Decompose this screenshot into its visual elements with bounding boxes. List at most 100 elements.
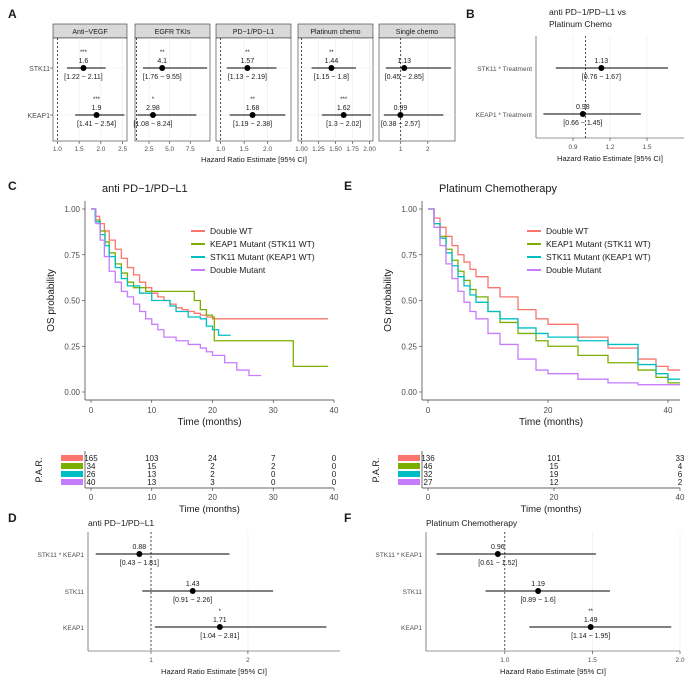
forest-a-4-keap1-ci-label: [0.38 − 2.57] (381, 121, 420, 128)
forest-a-1-stk11-hr-label: 4.1 (157, 58, 167, 65)
km-c-xtick-label: 10 (147, 406, 156, 415)
risk-e-title: P.A.R. (371, 458, 381, 483)
km-e-xlabel: Time (months) (519, 417, 583, 428)
km-e-xtick-label: 20 (544, 406, 553, 415)
forest-d-row-2-hr-point (216, 624, 223, 630)
risk-c-cell: 103 (145, 454, 159, 463)
risk-c-cell: 0 (332, 462, 337, 471)
risk-e-row-key-0 (398, 455, 420, 461)
forest-f-row-1-ci-label: [0.89 − 1.6] (520, 597, 555, 604)
risk-c-cell: 0 (271, 478, 276, 487)
forest-a-2-stk11-hr-label: 1.57 (241, 58, 255, 65)
forest-b-row-1-hr-label: 0.98 (576, 104, 590, 111)
forest-f-row-label: STK11 (403, 589, 423, 596)
forest-f-row-2-hr-label: 1.49 (584, 617, 598, 624)
km-c-legend-label-0: Double WT (210, 226, 253, 236)
forest-b-row-0-hr-label: 1.13 (595, 58, 609, 65)
risk-e-xlabel: Time (months) (521, 504, 582, 515)
forest-f-row-1-hr-label: 1.19 (531, 581, 545, 588)
risk-c-cell: 15 (147, 462, 156, 471)
forest-b-xlabel: Hazard Ratio Estimate [95% CI] (557, 154, 663, 163)
forest-a-2-keap1-ci-label: [1.19 − 2.38] (233, 121, 272, 128)
forest-f-row-label: KEAP1 (401, 625, 422, 632)
km-c-legend-label-3: Double Mutant (210, 265, 266, 275)
km-c-ytick-label: 0.75 (64, 251, 80, 260)
forest-a-xtick-label: 2.0 (263, 146, 272, 153)
panel-label-c: C (8, 179, 17, 193)
risk-c-cell: 2 (210, 462, 215, 471)
forest-a-xtick-label: 7.5 (186, 146, 195, 153)
forest-b-title-1: anti PD−1/PD−L1 vs (549, 7, 626, 17)
forest-a-1-keap1-hr-label: 2.98 (146, 105, 160, 112)
km-e-ytick-label: 0.50 (401, 297, 417, 306)
forest-a-xtick-label: 5.0 (165, 146, 174, 153)
forest-a-xtick-label: 2.00 (363, 146, 376, 153)
risk-c-xlabel: Time (months) (179, 504, 240, 515)
risk-c-cell: 0 (332, 454, 337, 463)
risk-c-row-key-0 (61, 455, 83, 461)
risk-c-cell: 0 (271, 470, 276, 479)
risk-c-cell: 26 (87, 470, 96, 479)
forest-a-3-keap1-ci-label: [1.3 − 2.02] (326, 121, 361, 128)
risk-c-cell: 13 (147, 478, 156, 487)
forest-d-xtick-label: 2 (246, 657, 250, 664)
forest-f-row-0-hr-point (494, 551, 501, 557)
forest-d-row-label: STK11 (65, 589, 85, 596)
forest-a-xtick-label: 1 (399, 146, 403, 153)
forest-a-2-keap1-sig-label: ** (250, 97, 255, 103)
km-e-legend-label-1: KEAP1 Mutant (STK11 WT) (546, 239, 651, 249)
forest-a-xtick-label: 1.50 (329, 146, 342, 153)
forest-a-3-keap1-sig-label: *** (340, 97, 348, 103)
risk-c-xtick-label: 30 (269, 493, 278, 502)
risk-c-xtick-label: 10 (147, 493, 156, 502)
panel-label-f: F (344, 511, 351, 525)
km-c-ytick-label: 0.00 (64, 388, 80, 397)
forest-d-row-1-hr-label: 1.43 (186, 581, 200, 588)
forest-d-xlabel: Hazard Ratio Estimate [95% CI] (161, 667, 267, 676)
risk-c-cell: 7 (271, 454, 276, 463)
km-e-series-double-wt (428, 208, 680, 371)
risk-e-cell: 33 (676, 454, 685, 463)
forest-a-row-label-keap1: KEAP1 (27, 113, 50, 120)
forest-d-xtick-label: 1 (149, 657, 153, 664)
forest-a-3-stk11-hr-label: 1.44 (325, 58, 339, 65)
km-c-ytick-label: 0.50 (64, 297, 80, 306)
panel-label-a: A (8, 7, 17, 21)
forest-f-row-label: STK11 * KEAP1 (376, 552, 423, 559)
forest-a-xtick-label: 1.75 (346, 146, 359, 153)
km-e-plot-area (422, 201, 680, 400)
forest-a-facet-0 (52, 37, 128, 142)
forest-d-row-0-hr-point (136, 551, 143, 557)
forest-a-2-keap1-hr-label: 1.68 (246, 105, 260, 112)
km-c-xtick-label: 40 (330, 406, 339, 415)
km-e-ytick-label: 0.00 (401, 388, 417, 397)
forest-a-xtick-label: 2 (426, 146, 430, 153)
km-c-xtick-label: 20 (208, 406, 217, 415)
km-e-ylabel: OS probability (383, 269, 394, 332)
forest-d-title: anti PD−1/PD−L1 (88, 518, 154, 528)
km-c-ylabel: OS probability (46, 269, 57, 332)
forest-d-row-2-hr-label: 1.71 (213, 617, 227, 624)
forest-a-0-keap1-hr-point (93, 112, 100, 118)
km-e-legend-label-2: STK11 Mutant (KEAP1 WT) (546, 252, 651, 262)
forest-a-strip-title-4: Single chemo (396, 29, 439, 36)
panel-label-e: E (344, 179, 352, 193)
forest-d-row-0-hr-label: 0.88 (133, 544, 147, 551)
km-e-xtick-label: 0 (426, 406, 431, 415)
forest-a-3-stk11-hr-point (328, 65, 335, 71)
risk-c-cell: 2 (271, 462, 276, 471)
forest-a-facet-4 (378, 37, 456, 142)
forest-d-row-1-ci-label: [0.91 − 2.26] (173, 597, 212, 604)
forest-a-1-keap1-ci-label: [1.08 − 8.24] (133, 121, 172, 128)
forest-a-row-label-stk11: STK11 (29, 66, 50, 73)
forest-b-row-0-hr-point (598, 65, 605, 71)
forest-a-3-stk11-ci-label: [1.15 − 1.8] (314, 74, 349, 81)
km-c-title: anti PD−1/PD−L1 (102, 183, 188, 195)
risk-c-xtick-label: 20 (208, 493, 217, 502)
risk-e-cell: 6 (678, 470, 683, 479)
km-e-ytick-label: 0.25 (401, 342, 417, 351)
forest-a-4-stk11-hr-point (401, 65, 408, 71)
forest-b-title-2: Platinum Chemo (549, 19, 612, 29)
forest-a-facet-1 (134, 37, 211, 142)
